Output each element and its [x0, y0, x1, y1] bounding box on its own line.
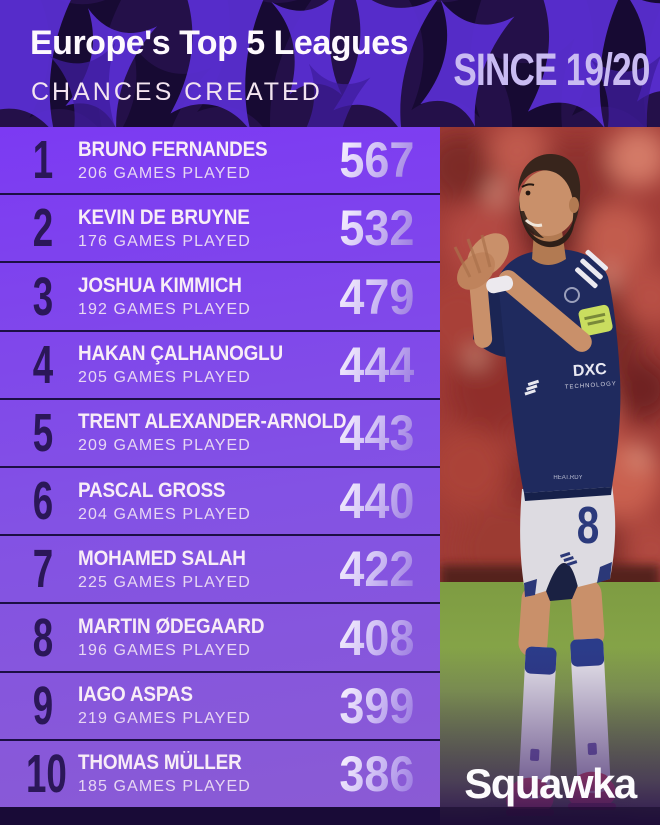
games-played: 209 GAMES PLAYED	[78, 437, 251, 455]
chances-created-value: 440	[338, 473, 414, 530]
games-played: 185 GAMES PLAYED	[78, 778, 251, 796]
rank-number: 10	[26, 743, 67, 804]
list-item: 7 MOHAMED SALAH 225 GAMES PLAYED 422	[0, 536, 440, 605]
footer-strip	[0, 807, 660, 825]
page-title: Europe's Top 5 Leagues	[30, 24, 409, 62]
list-item: 3 JOSHUA KIMMICH 192 GAMES PLAYED 479	[0, 263, 440, 332]
player-info: IAGO ASPAS 219 GAMES PLAYED	[78, 683, 251, 728]
chances-created-value: 422	[338, 541, 414, 598]
games-played: 204 GAMES PLAYED	[78, 505, 251, 523]
rank-number: 8	[32, 607, 54, 668]
games-played: 192 GAMES PLAYED	[78, 301, 251, 318]
games-played: 176 GAMES PLAYED	[78, 232, 251, 250]
player-info: TRENT ALEXANDER-ARNOLD 209 GAMES PLAYED	[78, 410, 347, 455]
sponsor-sub-text: TECHNOLOGY	[565, 381, 617, 391]
flame-pattern-background	[0, 0, 660, 127]
chances-created-value: 532	[338, 200, 414, 257]
games-played: 206 GAMES PLAYED	[78, 164, 251, 182]
rank-number: 7	[32, 539, 54, 600]
chances-created-value: 386	[338, 745, 414, 802]
games-played: 225 GAMES PLAYED	[78, 573, 251, 591]
player-name: IAGO ASPAS	[78, 683, 193, 707]
games-played: 196 GAMES PLAYED	[78, 642, 251, 660]
player-photo: 8 DXC TECHNOLOGY HEAT.RDY	[440, 127, 660, 825]
shirt-number: 8	[577, 496, 600, 554]
player-name: TRENT ALEXANDER-ARNOLD	[78, 410, 347, 434]
player-name: MARTIN ØDEGAARD	[78, 615, 265, 639]
chances-created-value: 408	[338, 609, 414, 666]
chances-created-value: 479	[338, 268, 414, 325]
list-item: 2 KEVIN DE BRUYNE 176 GAMES PLAYED 532	[0, 195, 440, 264]
brand-logo: Squawka	[464, 760, 637, 807]
rank-number: 5	[32, 402, 54, 463]
player-name: MOHAMED SALAH	[78, 546, 246, 570]
ranking-list: 1 BRUNO FERNANDES 206 GAMES PLAYED 567 2…	[0, 127, 440, 807]
player-info: HAKAN ÇALHANOGLU 205 GAMES PLAYED	[78, 342, 306, 387]
rank-number: 9	[32, 675, 54, 736]
chances-created-value: 399	[338, 677, 414, 734]
list-item: 8 MARTIN ØDEGAARD 196 GAMES PLAYED 408	[0, 604, 440, 673]
player-info: THOMAS MÜLLER 185 GAMES PLAYED	[78, 751, 260, 796]
player-name: KEVIN DE BRUYNE	[78, 205, 250, 229]
header: Europe's Top 5 Leagues CHANCES CREATED S…	[0, 0, 660, 127]
rank-number: 2	[32, 198, 54, 259]
player-name: HAKAN ÇALHANOGLU	[78, 342, 284, 366]
since-label: SINCE 19/20	[453, 44, 651, 95]
page-subtitle: CHANCES CREATED	[31, 78, 323, 106]
player-info: KEVIN DE BRUYNE 176 GAMES PLAYED	[78, 206, 269, 251]
player-name: JOSHUA KIMMICH	[78, 274, 242, 297]
kit-tech-text: HEAT.RDY	[553, 475, 582, 481]
list-item: 4 HAKAN ÇALHANOGLU 205 GAMES PLAYED 444	[0, 332, 440, 400]
chances-created-value: 567	[338, 132, 414, 189]
chances-created-value: 443	[338, 404, 414, 461]
games-played: 219 GAMES PLAYED	[78, 710, 251, 728]
player-info: JOSHUA KIMMICH 192 GAMES PLAYED	[78, 274, 260, 319]
rank-number: 6	[32, 471, 54, 532]
list-item: 1 BRUNO FERNANDES 206 GAMES PLAYED 567	[0, 127, 440, 196]
player-name: PASCAL GROSS	[78, 478, 226, 502]
player-info: BRUNO FERNANDES 206 GAMES PLAYED	[78, 138, 289, 183]
list-item: 5 TRENT ALEXANDER-ARNOLD 209 GAMES PLAYE…	[0, 400, 440, 469]
rank-number: 3	[32, 266, 54, 327]
player-info: MOHAMED SALAH 225 GAMES PLAYED	[78, 547, 264, 592]
player-name: BRUNO FERNANDES	[78, 137, 268, 161]
sponsor-logo-text: DXC	[572, 361, 607, 380]
games-played: 205 GAMES PLAYED	[78, 369, 251, 387]
chances-created-value: 444	[338, 336, 414, 393]
rank-number: 4	[32, 334, 54, 395]
player-info: MARTIN ØDEGAARD 196 GAMES PLAYED	[78, 615, 285, 660]
rank-number: 1	[32, 130, 54, 191]
player-info: PASCAL GROSS 204 GAMES PLAYED	[78, 479, 251, 524]
list-item: 10 THOMAS MÜLLER 185 GAMES PLAYED 386	[0, 741, 440, 807]
list-item: 9 IAGO ASPAS 219 GAMES PLAYED 399	[0, 673, 440, 741]
player-name: THOMAS MÜLLER	[78, 751, 242, 775]
list-item: 6 PASCAL GROSS 204 GAMES PLAYED 440	[0, 468, 440, 537]
